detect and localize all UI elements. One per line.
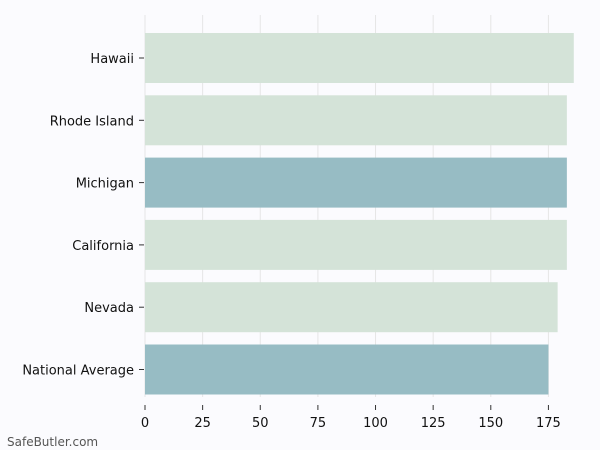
y-tick-label: Nevada — [84, 301, 134, 316]
y-tick-label: California — [72, 239, 134, 254]
bar-nevada — [145, 282, 558, 333]
bars — [145, 33, 574, 395]
y-tick-label: Hawaii — [90, 52, 134, 67]
bar-michigan — [145, 157, 567, 208]
y-tick-label: Rhode Island — [50, 114, 134, 129]
x-axis: 0 25 50 75 100 125 150 175 — [141, 405, 561, 431]
y-tick-label: Michigan — [76, 177, 134, 192]
x-tick-label: 175 — [536, 416, 561, 431]
bar-national-average — [145, 344, 549, 395]
bar-hawaii — [145, 33, 574, 83]
x-tick-label: 25 — [194, 416, 211, 431]
y-axis: Hawaii Rhode Island Michigan California Neva… — [22, 52, 144, 379]
x-tick-label: 0 — [141, 416, 149, 431]
watermark-text: SafeButler.com — [7, 435, 98, 449]
x-tick-label: 50 — [252, 416, 269, 431]
y-tick-label: National Average — [22, 364, 134, 379]
x-tick-label: 150 — [478, 416, 503, 431]
bar-california — [145, 219, 567, 270]
bar-rhode-island — [145, 95, 567, 146]
x-tick-label: 75 — [310, 416, 327, 431]
x-tick-label: 125 — [421, 416, 446, 431]
x-tick-label: 100 — [363, 416, 388, 431]
